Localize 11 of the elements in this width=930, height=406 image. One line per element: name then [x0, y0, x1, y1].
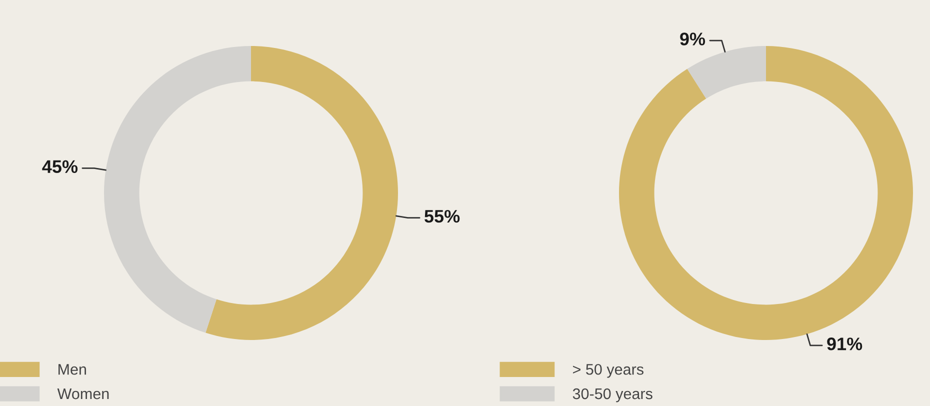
data-label: 9% — [680, 32, 706, 46]
legend-label: Men — [58, 364, 86, 375]
legend-label: 30-50 years — [572, 388, 652, 402]
legend-label: Women — [57, 388, 109, 400]
data-label: 55% — [424, 210, 460, 223]
donut-slice — [104, 46, 251, 333]
data-label: 45% — [42, 160, 78, 174]
legend-label: > 50 years — [573, 364, 644, 378]
donut-slice — [206, 46, 398, 340]
data-label: 91% — [827, 338, 862, 350]
donut-slice — [687, 46, 766, 99]
